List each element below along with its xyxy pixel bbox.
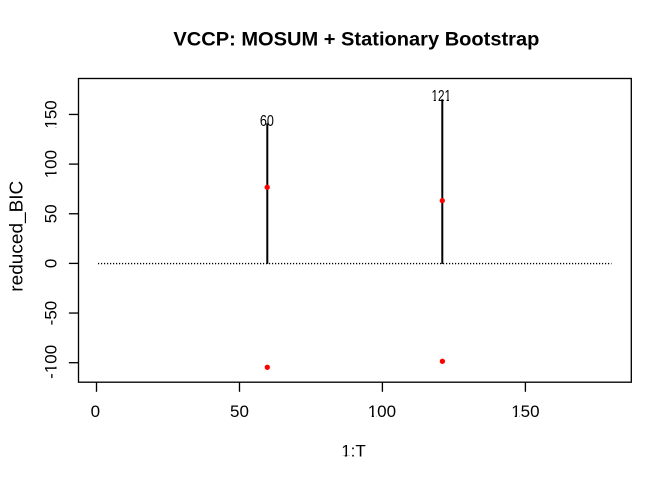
svg-text:50: 50 (230, 402, 249, 421)
svg-text:150: 150 (41, 100, 60, 128)
svg-text:-50: -50 (41, 301, 60, 326)
svg-text:0: 0 (41, 259, 60, 268)
svg-text:150: 150 (511, 402, 539, 421)
svg-text:60: 60 (260, 113, 274, 130)
svg-text:-100: -100 (41, 345, 60, 379)
svg-text:121: 121 (432, 88, 452, 105)
svg-text:100: 100 (41, 150, 60, 178)
svg-text:reduced_BIC: reduced_BIC (7, 181, 28, 292)
svg-text:VCCP: MOSUM + Stationary Boots: VCCP: MOSUM + Stationary Bootstrap (173, 30, 539, 51)
svg-text:100: 100 (368, 402, 396, 421)
svg-text:0: 0 (91, 402, 100, 421)
svg-text:50: 50 (41, 204, 60, 223)
svg-text:1:T: 1:T (341, 442, 366, 461)
